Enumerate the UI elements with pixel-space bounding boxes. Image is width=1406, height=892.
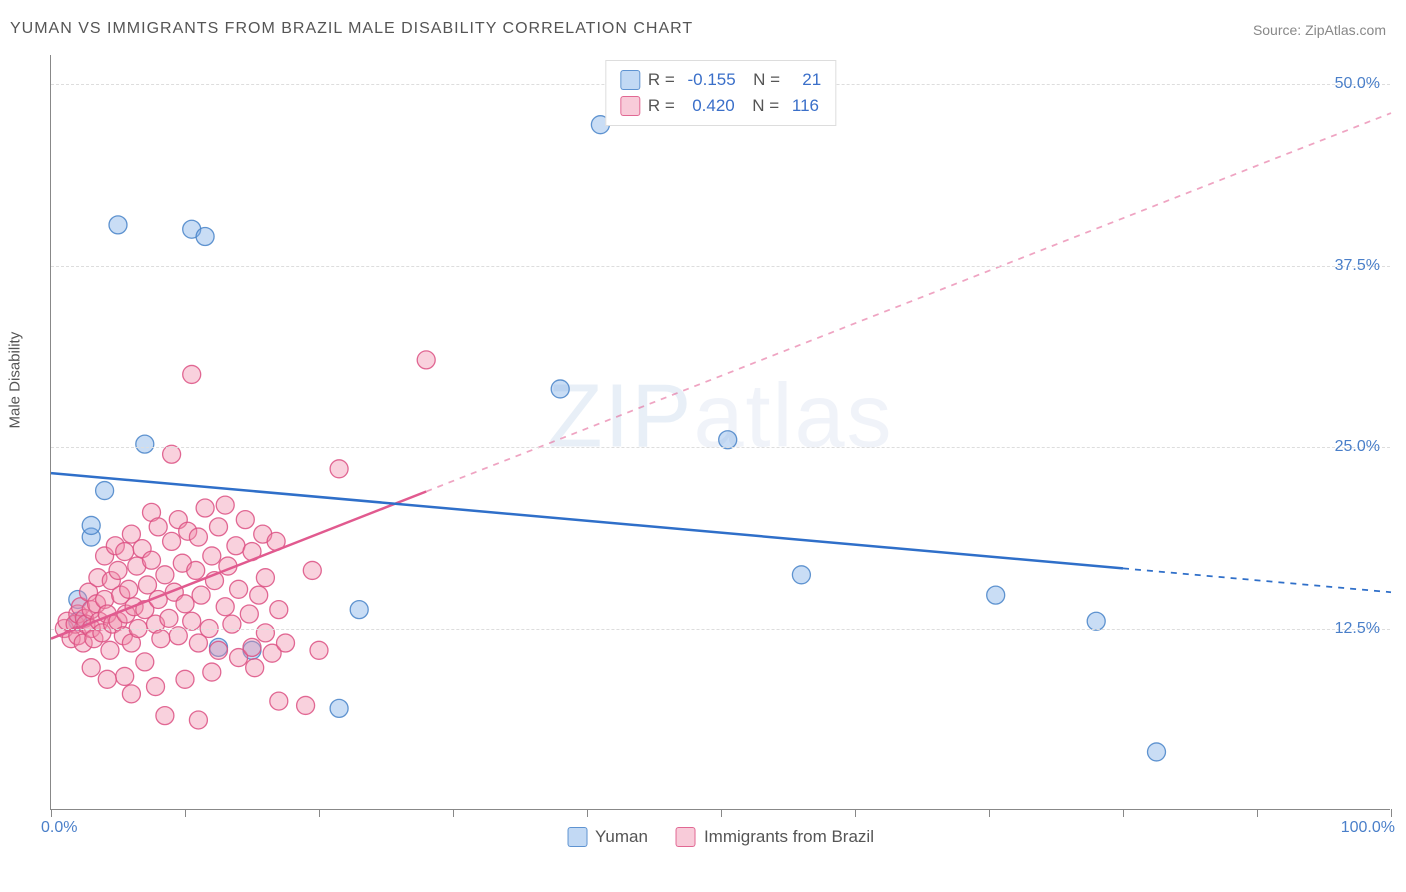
x-tick: [185, 809, 186, 817]
stats-legend: R = -0.155 N = 21 R = 0.420 N = 116: [605, 60, 836, 126]
stats-row-yuman: R = -0.155 N = 21: [620, 67, 821, 93]
n-value-yuman: 21: [793, 67, 821, 93]
x-tick: [453, 809, 454, 817]
swatch-pink-icon: [620, 96, 640, 116]
legend-label-yuman: Yuman: [595, 827, 648, 847]
y-tick-label: 37.5%: [1335, 257, 1380, 275]
swatch-blue-icon: [567, 827, 587, 847]
gridline: [51, 629, 1390, 630]
legend-item-brazil: Immigrants from Brazil: [676, 827, 874, 847]
r-label: R =: [648, 93, 680, 119]
r-value-brazil: 0.420: [687, 93, 734, 119]
gridline: [51, 266, 1390, 267]
y-tick-label: 25.0%: [1335, 438, 1380, 456]
chart-title: YUMAN VS IMMIGRANTS FROM BRAZIL MALE DIS…: [10, 20, 693, 38]
x-tick: [587, 809, 588, 817]
gridline: [51, 447, 1390, 448]
x-tick: [51, 809, 52, 817]
x-tick: [989, 809, 990, 817]
plot-area: R = -0.155 N = 21 R = 0.420 N = 116 ZIPa…: [50, 55, 1390, 810]
x-tick: [1123, 809, 1124, 817]
r-value-yuman: -0.155: [687, 67, 735, 93]
r-label: R =: [648, 67, 680, 93]
source-label: Source: ZipAtlas.com: [1253, 22, 1386, 38]
swatch-pink-icon: [676, 827, 696, 847]
n-value-brazil: 116: [792, 93, 819, 119]
y-tick-label: 12.5%: [1335, 620, 1380, 638]
x-tick: [1257, 809, 1258, 817]
chart-container: YUMAN VS IMMIGRANTS FROM BRAZIL MALE DIS…: [0, 0, 1406, 892]
y-axis-label: Male Disability: [7, 332, 24, 429]
n-label: N =: [743, 93, 784, 119]
x-tick: [721, 809, 722, 817]
series-legend: Yuman Immigrants from Brazil: [567, 827, 874, 847]
stats-row-brazil: R = 0.420 N = 116: [620, 93, 821, 119]
legend-item-yuman: Yuman: [567, 827, 648, 847]
swatch-blue-icon: [620, 70, 640, 90]
x-tick-label: 100.0%: [1341, 819, 1395, 837]
x-tick: [855, 809, 856, 817]
x-tick: [1391, 809, 1392, 817]
scatter-svg: [51, 55, 1390, 809]
y-tick-label: 50.0%: [1335, 75, 1380, 93]
legend-label-brazil: Immigrants from Brazil: [704, 827, 874, 847]
x-tick: [319, 809, 320, 817]
n-label: N =: [744, 67, 785, 93]
x-tick-label: 0.0%: [41, 819, 77, 837]
